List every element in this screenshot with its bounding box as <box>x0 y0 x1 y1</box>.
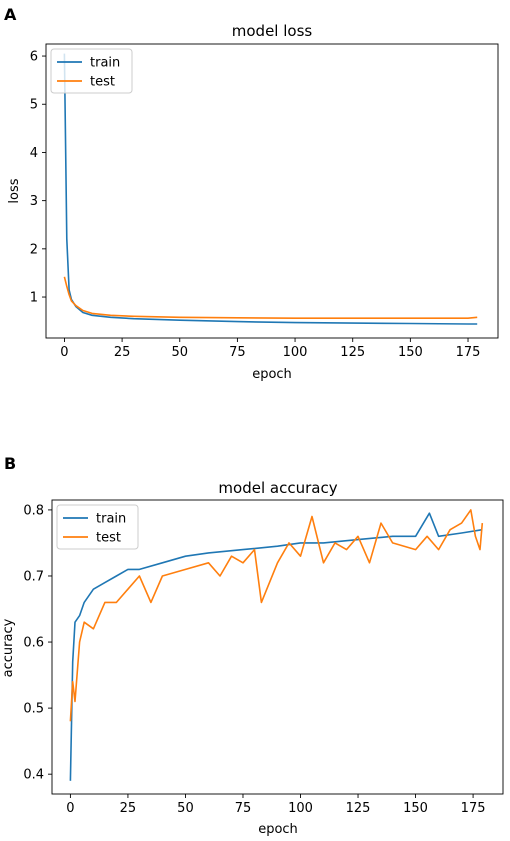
panel-a-ytick-label: 2 <box>30 242 38 257</box>
panel-a-legend: train test <box>50 48 133 94</box>
panel-b-ylabel: accuracy <box>1 618 16 677</box>
panel-b-xtick-label: 150 <box>403 801 428 816</box>
panel-b-xtick-label: 125 <box>346 801 371 816</box>
panel-b-letter: B <box>4 454 16 473</box>
panel-a-xtick-label: 0 <box>60 345 68 360</box>
panel-a-ytick-label: 5 <box>30 98 38 113</box>
panel-b: B model accuracy epoch accuracy 0 25 50 75 1… <box>1 454 504 837</box>
panel-b-ytick-label: 0.6 <box>23 636 44 651</box>
panel-a-series-train <box>63 53 478 325</box>
panel-b-xtick-label: 50 <box>177 801 194 816</box>
panel-a-ytick-label: 4 <box>30 146 38 161</box>
panel-b-ytick-label: 0.4 <box>23 768 44 783</box>
panel-a-xtick-label: 150 <box>398 345 423 360</box>
panel-a-series-test <box>63 276 478 319</box>
panel-b-series-train <box>69 512 483 781</box>
panel-b-title: model accuracy <box>218 479 337 497</box>
panel-b-plot-frame <box>51 499 504 795</box>
panel-a-xtick-label: 25 <box>114 345 131 360</box>
panel-b-legend-box <box>56 504 139 550</box>
panel-b-legend-label-train: train <box>96 512 126 527</box>
panel-a-xtick-label: 75 <box>229 345 246 360</box>
panel-b-xlabel: epoch <box>258 822 298 837</box>
panel-a-xtick-label: 175 <box>456 345 481 360</box>
panel-a-xtick-label: 125 <box>340 345 365 360</box>
panel-b-ytick-label: 0.5 <box>23 702 44 717</box>
panel-b-series-test <box>69 509 484 722</box>
panel-a-legend-label-train: train <box>90 56 120 71</box>
panel-a-legend-label-test: test <box>90 75 115 90</box>
panel-a-xtick-label: 100 <box>283 345 308 360</box>
panel-a-xtick-label: 50 <box>171 345 188 360</box>
panel-b-xtick-label: 0 <box>66 801 74 816</box>
panel-a-letter: A <box>4 5 17 24</box>
panel-b-xtick-label: 100 <box>288 801 313 816</box>
panel-a-plot-frame <box>45 43 499 339</box>
panel-a-ytick-label: 3 <box>30 194 38 209</box>
panel-a-legend-box <box>50 48 133 94</box>
panel-a-ytick-label: 1 <box>30 291 38 306</box>
panel-a-xlabel: epoch <box>252 367 292 382</box>
panel-b-legend-label-test: test <box>96 531 121 546</box>
panel-a-ytick-label: 6 <box>30 50 38 65</box>
panel-a-ylabel: loss <box>7 178 22 203</box>
panel-b-xtick-label: 175 <box>461 801 486 816</box>
panel-a: A model loss epoch loss 0 25 50 75 100 125 150… <box>4 5 499 382</box>
panel-b-xtick-label: 75 <box>235 801 252 816</box>
panel-a-title: model loss <box>232 22 313 40</box>
panel-b-xtick-label: 25 <box>120 801 137 816</box>
panel-b-legend: train test <box>56 504 139 550</box>
panel-b-ytick-label: 0.7 <box>23 569 44 584</box>
panel-b-ytick-label: 0.8 <box>23 503 44 518</box>
